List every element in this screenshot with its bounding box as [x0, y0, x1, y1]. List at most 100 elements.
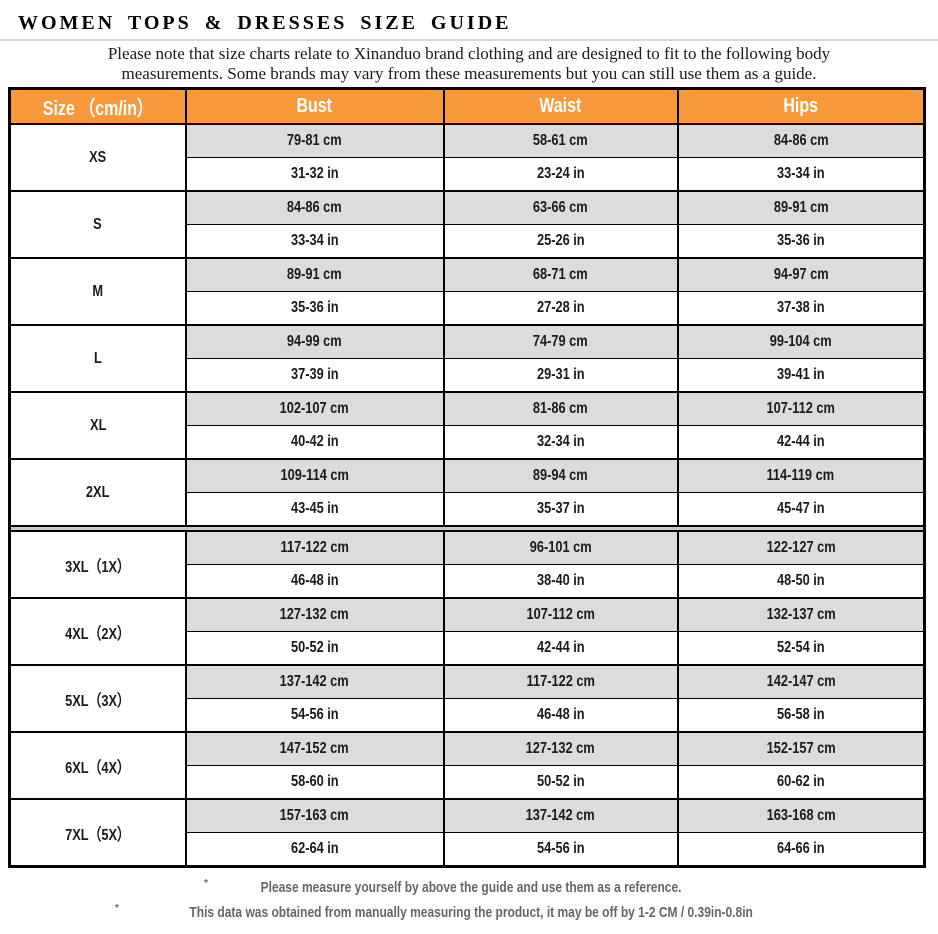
asterisk-icon: *: [114, 903, 119, 914]
hips-in-cell-text: 42-44 in: [776, 433, 825, 450]
header-bust: Bust: [184, 87, 445, 125]
size-row-cm: 5XL（3X） 137-142 cm 117-122 cm 142-147 cm: [8, 664, 926, 733]
size-row-in: 58-60 in 50-52 in 60-62 in: [10, 765, 926, 800]
hips-cm-cell-text: 84-86 cm: [773, 132, 829, 149]
waist-cm-cell: 74-79 cm: [442, 324, 679, 359]
intro-note-line2: measurements. Some brands may vary from …: [121, 64, 817, 83]
size-row-in: 62-64 in 54-56 in 64-66 in: [10, 832, 926, 868]
header-waist: Waist: [442, 87, 679, 125]
bust-cm-cell-text: 94-99 cm: [287, 333, 342, 350]
hips-cm-cell: 99-104 cm: [676, 324, 926, 359]
header-hips: Hips: [676, 87, 926, 125]
bust-in-cell-text: 37-39 in: [290, 366, 339, 383]
waist-in-cell: 27-28 in: [442, 291, 679, 326]
bust-in-cell-text: 50-52 in: [290, 639, 339, 656]
waist-cm-cell: 127-132 cm: [442, 731, 679, 766]
hips-in-cell: 33-34 in: [676, 157, 926, 192]
waist-cm-cell-text: 117-122 cm: [526, 673, 595, 690]
bust-in-cell: 33-34 in: [184, 224, 445, 259]
bust-cm-cell: 94-99 cm: [184, 324, 445, 359]
hips-cm-cell-text: 114-119 cm: [766, 467, 835, 484]
size-row-cm: 4XL（2X） 127-132 cm 107-112 cm 132-137 cm: [8, 597, 926, 666]
bust-cm-cell: 127-132 cm: [184, 597, 445, 632]
size-row-in: 37-39 in 29-31 in 39-41 in: [10, 358, 926, 393]
size-label-cell-text: 7XL（5X）: [65, 826, 131, 844]
hips-cm-cell: 89-91 cm: [676, 190, 926, 225]
size-row-in: 33-34 in 25-26 in 35-36 in: [10, 224, 926, 259]
bust-cm-cell: 102-107 cm: [184, 391, 445, 426]
waist-cm-cell: 63-66 cm: [442, 190, 679, 225]
hips-cm-cell: 163-168 cm: [676, 798, 926, 833]
intro-note: Please note that size charts relate to X…: [0, 44, 938, 84]
header-row: Size （cm/in） Bust Waist Hips: [8, 87, 926, 125]
waist-cm-cell-text: 89-94 cm: [533, 467, 588, 484]
size-row-cm: M 89-91 cm 68-71 cm 94-97 cm: [8, 257, 926, 326]
size-row-cm: XL 102-107 cm 81-86 cm 107-112 cm: [8, 391, 926, 460]
waist-cm-cell-text: 63-66 cm: [533, 199, 588, 216]
hips-cm-cell: 94-97 cm: [676, 257, 926, 292]
size-label-cell: 3XL（1X）: [8, 530, 187, 599]
bust-cm-cell: 117-122 cm: [184, 530, 445, 565]
waist-cm-cell-text: 58-61 cm: [533, 132, 588, 149]
hips-in-cell-text: 56-58 in: [776, 706, 825, 723]
size-label-cell: 6XL（4X）: [8, 731, 187, 800]
hips-in-cell: 52-54 in: [676, 631, 926, 666]
bust-in-cell-text: 46-48 in: [290, 572, 339, 589]
waist-in-cell: 46-48 in: [442, 698, 679, 733]
hips-in-cell: 60-62 in: [676, 765, 926, 800]
hips-in-cell-text: 35-36 in: [776, 232, 825, 249]
size-row-cm: 2XL 109-114 cm 89-94 cm 114-119 cm: [8, 458, 926, 527]
waist-in-cell: 54-56 in: [442, 832, 679, 868]
waist-cm-cell-text: 107-112 cm: [526, 606, 595, 623]
size-label-cell-text: S: [93, 215, 103, 233]
size-row-in: 46-48 in 38-40 in 48-50 in: [10, 564, 926, 599]
waist-cm-cell: 81-86 cm: [442, 391, 679, 426]
title-divider: [0, 39, 938, 41]
waist-in-cell-text: 50-52 in: [536, 773, 585, 790]
size-row-cm: 7XL（5X） 157-163 cm 137-142 cm 163-168 cm: [8, 798, 926, 868]
size-row-cm: XS 79-81 cm 58-61 cm 84-86 cm: [8, 123, 926, 192]
waist-in-cell-text: 38-40 in: [536, 572, 585, 589]
table-body: XS 79-81 cm 58-61 cm 84-86 cm 31-32 in 23-24 …: [8, 123, 926, 868]
size-label-cell: M: [8, 257, 187, 326]
bust-cm-cell-text: 127-132 cm: [279, 606, 350, 623]
header-size: Size （cm/in）: [8, 87, 187, 125]
bust-cm-cell: 109-114 cm: [184, 458, 445, 493]
hips-cm-cell: 142-147 cm: [676, 664, 926, 699]
hips-in-cell: 56-58 in: [676, 698, 926, 733]
hips-cm-cell-text: 122-127 cm: [766, 539, 836, 556]
waist-cm-cell-text: 127-132 cm: [525, 740, 596, 757]
hips-cm-cell-text: 142-147 cm: [766, 673, 836, 690]
hips-cm-cell-text: 89-91 cm: [773, 199, 829, 216]
waist-cm-cell-text: 137-142 cm: [525, 807, 596, 824]
hips-in-cell: 48-50 in: [676, 564, 926, 599]
waist-in-cell-text: 23-24 in: [536, 165, 585, 182]
hips-cm-cell: 114-119 cm: [676, 458, 926, 493]
bust-cm-cell-text: 117-122 cm: [280, 539, 349, 556]
size-row-in: 35-36 in 27-28 in 37-38 in: [10, 291, 926, 326]
waist-in-cell-text: 46-48 in: [536, 706, 585, 723]
bust-in-cell-text: 58-60 in: [290, 773, 339, 790]
size-label-cell-text: 2XL: [86, 483, 110, 501]
bust-cm-cell-text: 147-152 cm: [279, 740, 350, 757]
hips-cm-cell: 132-137 cm: [676, 597, 926, 632]
hips-in-cell: 42-44 in: [676, 425, 926, 460]
bust-in-cell: 58-60 in: [184, 765, 445, 800]
bust-in-cell: 46-48 in: [184, 564, 445, 599]
size-row-cm: 3XL（1X） 117-122 cm 96-101 cm 122-127 cm: [8, 530, 926, 599]
bust-in-cell: 62-64 in: [184, 832, 445, 868]
waist-in-cell-text: 27-28 in: [536, 299, 585, 316]
footnote-data-tolerance: * This data was obtained from manually me…: [114, 903, 753, 921]
size-label-cell: 5XL（3X）: [8, 664, 187, 733]
waist-in-cell-text: 42-44 in: [536, 639, 585, 656]
size-label-cell: 7XL（5X）: [8, 798, 187, 868]
waist-in-cell: 50-52 in: [442, 765, 679, 800]
hips-in-cell-text: 64-66 in: [776, 840, 825, 857]
hips-cm-cell-text: 107-112 cm: [766, 400, 835, 417]
bust-in-cell: 54-56 in: [184, 698, 445, 733]
bust-cm-cell: 84-86 cm: [184, 190, 445, 225]
waist-cm-cell-text: 68-71 cm: [533, 266, 588, 283]
bust-cm-cell: 137-142 cm: [184, 664, 445, 699]
size-row-in: 40-42 in 32-34 in 42-44 in: [10, 425, 926, 460]
